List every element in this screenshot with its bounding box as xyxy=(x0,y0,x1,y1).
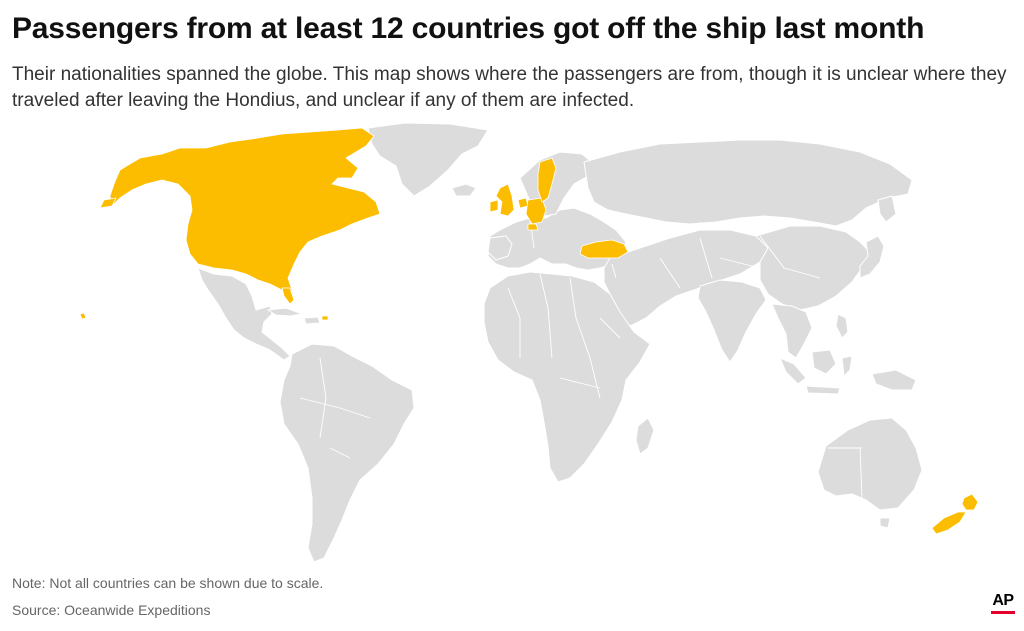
africa xyxy=(483,271,651,483)
russia xyxy=(583,139,913,227)
map-note: Note: Not all countries can be shown due… xyxy=(12,575,324,591)
sulawesi xyxy=(841,355,853,377)
japan xyxy=(859,235,885,279)
south-america xyxy=(279,343,415,563)
world-map xyxy=(79,122,979,563)
ap-logo-text: AP xyxy=(992,592,1014,609)
madagascar xyxy=(635,417,655,455)
ap-logo: AP xyxy=(990,592,1016,614)
greenland xyxy=(367,122,489,197)
new-guinea xyxy=(871,369,917,391)
sweden xyxy=(537,157,557,203)
sumatra xyxy=(779,357,807,385)
ireland xyxy=(489,199,499,213)
hispaniola xyxy=(303,316,321,325)
australia xyxy=(817,417,923,511)
map-title: Passengers from at least 12 countries go… xyxy=(12,12,925,45)
iceland xyxy=(451,183,477,197)
east-asia xyxy=(755,225,871,311)
mexico-central-america xyxy=(197,267,291,361)
united-kingdom xyxy=(495,183,515,217)
puerto-rico xyxy=(321,315,329,321)
florida xyxy=(281,287,295,305)
map-subtitle: Their nationalities spanned the globe. T… xyxy=(12,64,1007,111)
java xyxy=(805,385,841,395)
kamchatka xyxy=(877,195,897,223)
southeast-asia xyxy=(771,303,813,359)
new-zealand-south xyxy=(931,511,967,535)
borneo xyxy=(811,349,837,375)
south-asia xyxy=(697,279,767,363)
iberia xyxy=(487,235,513,261)
philippines xyxy=(835,313,849,339)
cuba xyxy=(267,307,303,317)
canada-usa-highlight xyxy=(109,127,381,299)
map-source: Source: Oceanwide Expeditions xyxy=(12,602,211,618)
switzerland xyxy=(527,223,539,231)
hawaii xyxy=(79,312,87,320)
ap-logo-bar xyxy=(991,611,1015,614)
tasmania xyxy=(879,517,891,529)
netherlands xyxy=(517,197,529,209)
new-zealand-north xyxy=(961,493,979,511)
turkey xyxy=(579,239,629,259)
alaska-islands xyxy=(99,197,117,209)
